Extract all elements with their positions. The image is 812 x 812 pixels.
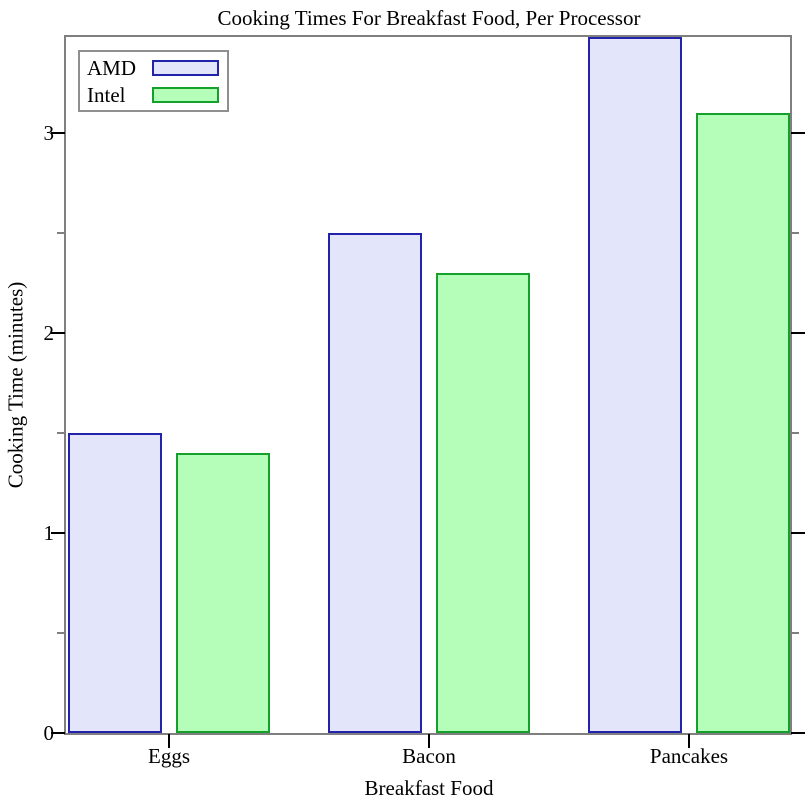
bar-intel-pancakes bbox=[696, 113, 790, 733]
y-major-tick-right bbox=[791, 732, 805, 734]
y-major-tick-left bbox=[51, 332, 65, 334]
y-tick-label: 2 bbox=[43, 321, 55, 345]
legend-swatch-intel bbox=[152, 86, 219, 103]
y-minor-tick-right bbox=[791, 432, 799, 434]
x-tick-label-pancakes: Pancakes bbox=[649, 744, 729, 768]
chart-title: Cooking Times For Breakfast Food, Per Pr… bbox=[217, 6, 641, 30]
y-major-tick-left bbox=[51, 132, 65, 134]
x-tick-bacon bbox=[428, 734, 430, 748]
y-major-tick-left bbox=[51, 532, 65, 534]
y-major-tick-left bbox=[51, 732, 65, 734]
plot-area bbox=[64, 35, 792, 735]
y-tick-label: 3 bbox=[43, 121, 55, 145]
y-major-tick-right bbox=[791, 532, 805, 534]
bar-amd-bacon bbox=[328, 233, 422, 733]
y-minor-tick-left bbox=[57, 232, 65, 234]
legend-label-intel: Intel bbox=[87, 82, 126, 107]
y-major-tick-right bbox=[791, 332, 805, 334]
y-tick-label: 1 bbox=[43, 521, 55, 545]
y-minor-tick-left bbox=[57, 432, 65, 434]
legend-row-intel: Intel bbox=[87, 81, 219, 108]
x-tick-label-bacon: Bacon bbox=[402, 744, 456, 768]
x-tick-label-eggs: Eggs bbox=[148, 744, 190, 768]
bar-intel-bacon bbox=[436, 273, 530, 733]
legend: AMD Intel bbox=[78, 50, 229, 112]
bar-amd-eggs bbox=[68, 433, 162, 733]
y-minor-tick-right bbox=[791, 232, 799, 234]
y-minor-tick-right bbox=[791, 632, 799, 634]
x-tick-pancakes bbox=[688, 734, 690, 748]
y-tick-label: 0 bbox=[43, 721, 55, 745]
y-minor-tick-left bbox=[57, 632, 65, 634]
legend-label-amd: AMD bbox=[87, 55, 137, 80]
legend-swatch-amd bbox=[152, 59, 219, 76]
x-axis-title: Breakfast Food bbox=[364, 776, 494, 800]
y-axis-title: Cooking Time (minutes) bbox=[3, 281, 28, 489]
bar-intel-eggs bbox=[176, 453, 270, 733]
legend-row-amd: AMD bbox=[87, 54, 219, 81]
x-tick-eggs bbox=[168, 734, 170, 748]
y-major-tick-right bbox=[791, 132, 805, 134]
bar-amd-pancakes bbox=[588, 37, 682, 733]
